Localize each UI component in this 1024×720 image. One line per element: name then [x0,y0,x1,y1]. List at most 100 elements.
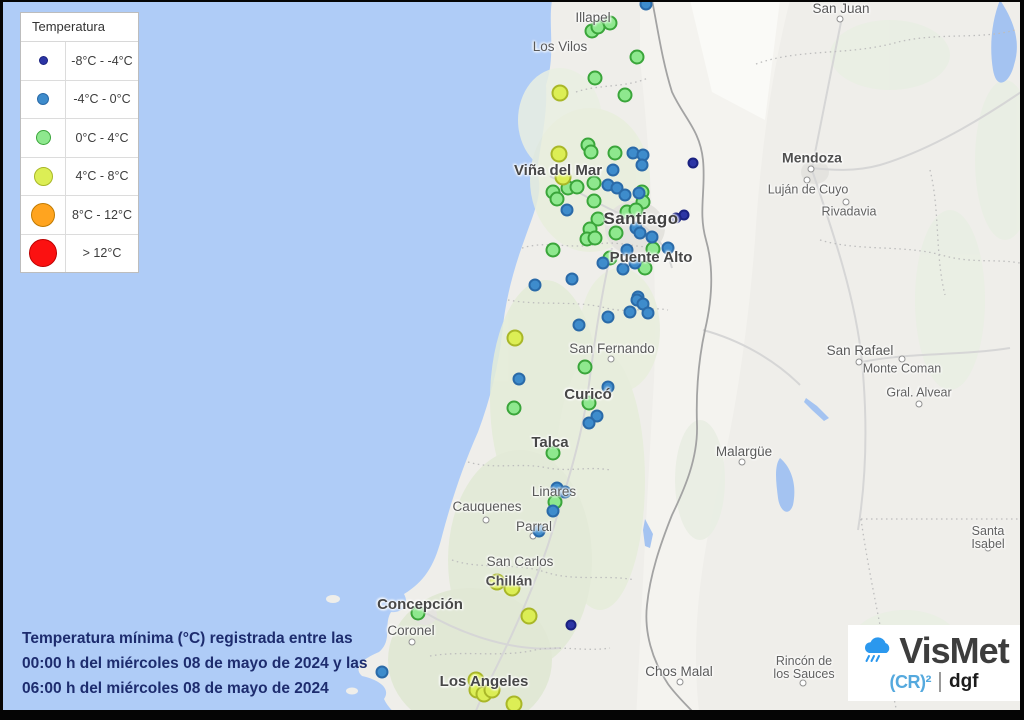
station-dot [601,380,615,394]
station-dot [528,278,542,292]
station-dot [375,665,389,679]
legend-dot-icon [31,202,55,227]
legend-label: 4°C - 8°C [75,169,129,184]
station-dot [606,163,620,177]
station-dot [506,329,524,347]
station-dot [560,203,574,217]
city-label: Monte Coman [862,361,942,376]
station-dot [410,605,426,621]
station-dot [607,145,623,161]
station-dot [628,202,644,218]
station-dot [558,485,572,499]
city-label: Luján de Cuyo [767,182,849,197]
legend-row: 4°C - 8°C [21,157,138,196]
logo-title: VisMet [899,630,1009,671]
town-marker [842,198,850,206]
station-dot [616,262,630,276]
city-label: San Rafael [826,342,894,358]
city-label: Los Angeles [439,673,529,691]
town-marker [807,165,815,173]
station-dot [512,372,526,386]
station-dot [569,179,585,195]
caption-line-1: Temperatura mínima (°C) registrada entre… [22,630,353,647]
station-dot [565,619,577,631]
map-caption: Temperatura mínima (°C) registrada entre… [22,626,368,701]
town-marker [408,638,416,646]
station-dot [623,305,637,319]
station-dot [483,681,501,699]
logo-divider [938,672,941,692]
station-dot [608,225,624,241]
city-label: Curicó [564,386,612,404]
city-label: Linares [531,483,577,499]
town-marker [984,544,992,552]
dgf-label: dgf [948,671,979,692]
city-label: Viña del Mar [513,162,603,180]
station-dot [617,87,633,103]
station-dot [532,524,546,538]
station-dot [581,395,597,411]
station-dot [565,272,579,286]
city-label: Mendoza [782,149,842,166]
city-label: Rincón de los Sauces [773,653,835,681]
frame-border-left [0,0,3,720]
station-dot [601,310,615,324]
station-dot [587,230,603,246]
station-dot [586,193,602,209]
station-dot [645,230,659,244]
city-label: Cauquenes [452,498,522,514]
city-label: Chillán [485,572,533,589]
legend-rows: -8°C - -4°C -4°C - 0°C 0°C - 4°C 4°C - 8°C 8… [21,42,138,272]
station-dot [572,318,586,332]
station-dot [620,243,634,257]
town-marker [799,679,807,687]
city-label: Chos Malal [645,663,713,679]
legend-dot-icon [33,166,53,186]
city-label: Puente Alto [609,249,693,267]
station-dot [583,144,599,160]
small-island [346,687,358,695]
vismet-logo: VisMet (CR)² dgf [848,625,1020,701]
station-dot [628,256,642,270]
station-dot [554,168,572,186]
town-marker [607,355,615,363]
city-label: Concepción [377,596,463,614]
town-marker [915,400,923,408]
station-dot [551,84,569,102]
station-dot [546,504,560,518]
town-marker [676,678,684,686]
station-dot [602,15,618,31]
legend-row: -4°C - 0°C [21,80,138,119]
legend-dot-icon [35,130,51,146]
legend-dot-icon [29,239,57,268]
city-label: San Juan [812,0,870,16]
high-andes-snow [690,0,780,120]
town-marker [898,355,906,363]
temperature-legend: Temperatura -8°C - -4°C -4°C - 0°C 0°C - 4… [20,12,139,273]
frame-border-bottom [0,710,1024,720]
station-dot [639,0,653,11]
country-border [645,0,713,720]
city-label: Gral. Alvear [886,385,952,400]
station-dot [549,191,565,207]
station-dot [506,400,522,416]
station-dot [520,607,538,625]
town-marker [482,516,490,524]
city-label: Santa Isabel [971,523,1005,551]
legend-dot-icon [37,93,49,106]
caption-line-3: 06:00 h del miércoles 08 de mayo de 2024 [22,680,329,697]
legend-dot-icon [38,56,48,66]
station-dot [577,359,593,375]
legend-row: 0°C - 4°C [21,119,138,158]
station-dot [687,157,699,169]
town-marker [803,176,811,184]
legend-row: 8°C - 12°C [21,196,138,235]
rain-cloud-icon [859,634,895,669]
small-island [326,595,340,603]
station-dot [582,416,596,430]
city-label: Rivadavia [821,204,877,219]
frame-border-right [1020,0,1024,720]
town-marker [738,458,746,466]
